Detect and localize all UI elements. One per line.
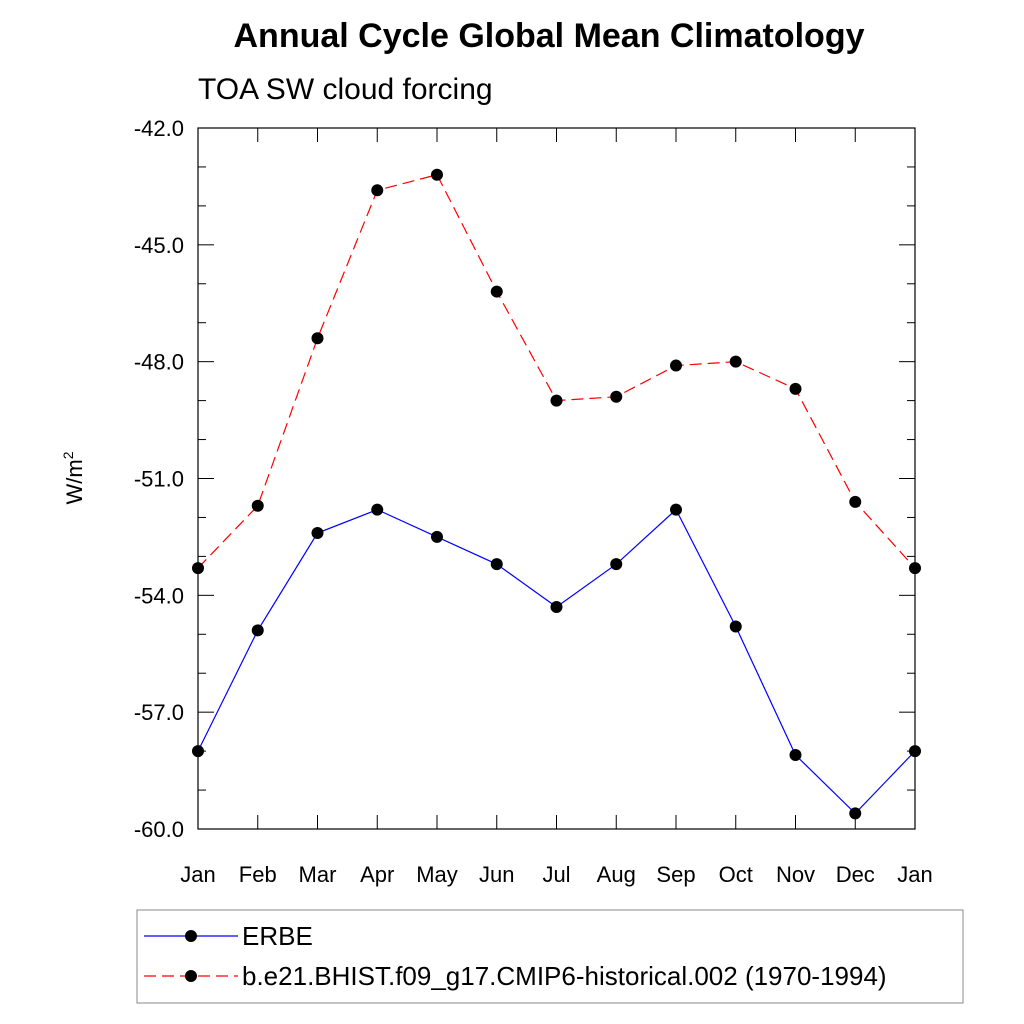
x-tick-label: Aug [597,862,636,887]
series-2-point [490,285,503,298]
series-1-point [371,503,384,516]
series-2-point [789,382,802,395]
series-line-2 [197,174,916,569]
series-1-point [789,749,802,762]
series-line-1 [197,508,916,815]
series-2-point [251,499,264,512]
x-tick-label: Jan [180,862,215,887]
x-tick-label: Jan [897,862,932,887]
x-tick-label: Oct [719,862,753,887]
series-1-point [490,558,503,571]
series-1-point [192,745,204,758]
chart-subtitle: TOA SW cloud forcing [198,73,493,106]
y-axis-label-text: W/m [62,459,87,504]
svg-text:W/m2: W/m2 [60,451,87,504]
x-tick-label: Nov [776,862,815,887]
y-tick-label: -57.0 [134,700,184,725]
x-tick-label: Sep [656,862,695,887]
legend: ERBE b.e21.BHIST.f09_g17.CMIP6-historical… [144,921,887,991]
series-1-point [251,624,264,637]
x-tick-labels: Jan Feb Mar Apr May Jun Jul Aug Sep Oct Nov Dec Jan [180,862,932,887]
series-2-point [431,168,443,181]
legend-label-2: b.e21.BHIST.f09_g17.CMIP6-historical.002… [242,961,887,991]
series-1-point [729,620,742,633]
legend-box [136,909,964,1004]
x-tick-label: Jun [479,862,514,887]
x-tick-label: May [416,862,458,887]
series-2-point [909,562,921,575]
y-tick-labels: -42.0 -45.0 -48.0 -51.0 -54.0 -57.0 -60.0 [134,116,184,842]
series-2-point [311,332,324,345]
series-1-point [610,558,623,571]
x-tick-label: Feb [239,862,277,887]
series-2-point [550,394,563,407]
y-tick-label: -48.0 [134,350,184,375]
series-1-point [311,527,324,540]
y-axis-label-superscript: 2 [60,451,76,459]
series-2-point [371,184,384,197]
y-tick-label: -42.0 [134,116,184,141]
series-2-point [192,562,204,575]
legend-label-1: ERBE [242,921,313,951]
series-2-point [729,355,742,368]
legend-marker-1 [185,930,197,942]
plot-frame [197,127,916,830]
y-tick-label: -45.0 [134,233,184,258]
series-1-point [550,601,563,614]
series-2-point [670,359,682,372]
series-2-point [610,390,623,403]
x-tick-label: Mar [299,862,337,887]
series-layer [192,168,921,820]
x-tick-label: Jul [542,862,570,887]
series-1-point [431,530,443,543]
x-tick-label: Apr [360,862,394,887]
series-1-point [909,745,921,758]
series-1-point [849,807,862,820]
y-tick-label: -60.0 [134,817,184,842]
legend-marker-2 [185,970,197,982]
series-1-point [670,503,682,516]
y-axis-label: W/m2 [60,451,87,504]
chart-title: Annual Cycle Global Mean Climatology [234,17,865,55]
y-tick-label: -54.0 [134,583,184,608]
axis-ticks [197,127,916,830]
x-tick-label: Dec [836,862,875,887]
y-tick-label: -51.0 [134,467,184,492]
series-2-point [849,495,862,508]
